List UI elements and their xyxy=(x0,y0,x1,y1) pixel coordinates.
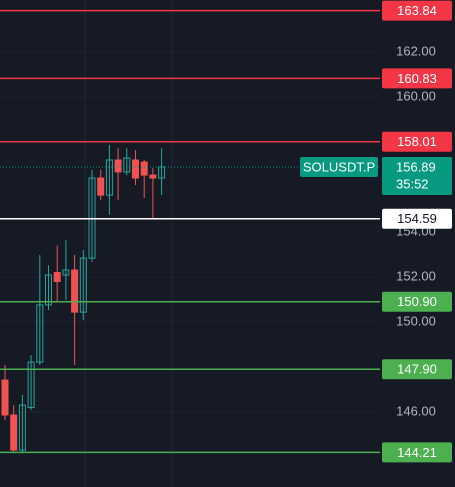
candle-body xyxy=(1,379,9,416)
countdown-label: 35:52 xyxy=(396,176,429,191)
level-label: 147.90 xyxy=(397,362,437,377)
candle-body xyxy=(45,274,52,306)
y-tick-label: 146.00 xyxy=(396,403,436,418)
candle-body xyxy=(105,159,113,196)
candle-body xyxy=(53,272,61,283)
symbol-label: SOLUSDT.P xyxy=(303,159,375,174)
y-tick-label: 160.00 xyxy=(396,88,436,103)
candle-body xyxy=(27,361,35,409)
level-label-box xyxy=(382,0,452,21)
candle-body xyxy=(79,257,87,313)
symbol-box xyxy=(300,156,378,177)
candle-body xyxy=(62,269,70,276)
candle-body xyxy=(132,159,139,179)
candle-body xyxy=(97,177,105,196)
level-label-box xyxy=(382,68,452,89)
level-label-box xyxy=(382,291,452,312)
y-tick-label: 152.00 xyxy=(396,268,436,283)
candle-body xyxy=(36,304,44,363)
level-label: 160.83 xyxy=(397,71,437,86)
last-price-box xyxy=(382,156,452,195)
candle-body xyxy=(140,161,148,176)
candle-body xyxy=(123,157,131,173)
level-label: 158.01 xyxy=(397,134,437,149)
y-tick-label: 162.00 xyxy=(396,43,436,58)
last-price-label: 156.89 xyxy=(396,159,436,174)
y-tick-label: 150.00 xyxy=(396,313,436,328)
candle-body xyxy=(158,166,166,179)
level-label: 163.84 xyxy=(397,3,437,18)
level-label: 150.90 xyxy=(397,294,437,309)
candle-body xyxy=(71,269,79,313)
level-label: 154.59 xyxy=(397,211,437,226)
level-label-box xyxy=(382,208,452,229)
candle-body xyxy=(10,414,18,451)
level-label-box xyxy=(382,131,452,152)
level-label: 144.21 xyxy=(397,445,437,460)
candle-body xyxy=(18,404,26,451)
level-label-box xyxy=(382,359,452,380)
candle-body xyxy=(114,159,122,173)
candle-body xyxy=(149,174,157,179)
level-label-box xyxy=(382,442,452,463)
